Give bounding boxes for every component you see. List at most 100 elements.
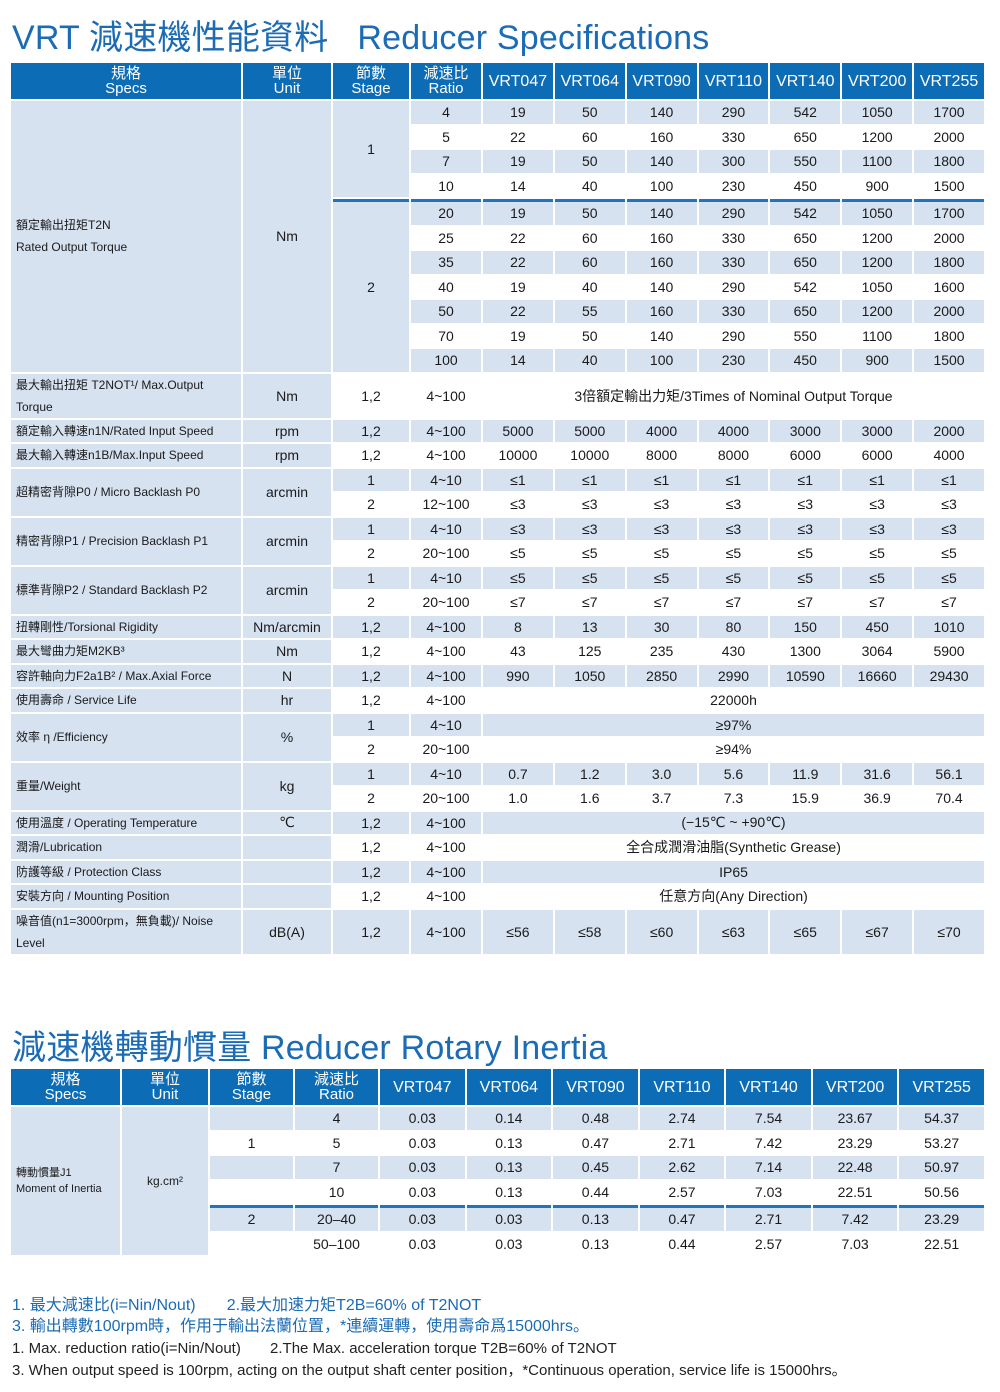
value-cell-vrt090: 0.47 (553, 1131, 638, 1154)
value-cell-vrt140: 6000 (770, 444, 841, 467)
value-cell-vrt140: 10590 (770, 664, 841, 687)
unit-label: rpm (243, 419, 331, 442)
merged-value-cell: IP65 (483, 860, 984, 883)
ratio-cell: 4~100 (411, 444, 481, 467)
value-cell-vrt090: ≤1 (626, 468, 697, 491)
value-cell-vrt047: 19 (483, 324, 553, 347)
value-cell-vrt064: 13 (554, 615, 625, 638)
value-cell-vrt255: 1500 (914, 349, 984, 372)
ratio-cell: 4~100 (411, 419, 481, 442)
value-cell-vrt047: 19 (483, 275, 553, 298)
value-cell-vrt110: 300 (698, 150, 769, 173)
value-cell-vrt200: 22.48 (812, 1156, 898, 1179)
value-cell-vrt200: 1200 (842, 125, 913, 148)
value-cell-vrt200: ≤67 (842, 909, 913, 954)
header-spec-label: Specs (44, 1086, 87, 1103)
ratio-cell: 70 (411, 324, 481, 347)
value-cell-vrt255: ≤3 (914, 493, 984, 516)
unit-label: Nm (243, 640, 331, 663)
header-stage: 節數 Stage (210, 1069, 293, 1105)
inertia-table: 規格 Specs 單位 Unit 節數 Stage 減速比 Ratio VRT047 VRT064… (9, 1067, 986, 1257)
ratio-cell: 40 (411, 275, 481, 298)
value-cell-vrt110: 230 (698, 349, 769, 372)
header-ratio-label: 減速比 (423, 65, 469, 82)
table-row: 潤滑/Lubrication 1,2 4~100 全合成潤滑油脂(Synthetic … (11, 836, 984, 859)
stage-cell: 2 (333, 787, 409, 810)
table-row: 2 20–40 0.03 0.03 0.13 0.47 2.71 7.42 23.29 (11, 1205, 984, 1231)
value-cell-vrt110: ≤7 (698, 591, 769, 614)
value-cell-vrt090: 100 (626, 349, 697, 372)
value-cell-vrt064: ≤3 (554, 517, 625, 540)
value-cell-vrt064: 40 (554, 349, 625, 372)
value-cell-vrt090: ≤5 (626, 566, 697, 589)
value-cell-vrt064: ≤58 (554, 909, 625, 954)
value-cell-vrt110: 80 (698, 615, 769, 638)
header-model-vrt140: VRT140 (726, 1069, 811, 1105)
stage-cell: 1,2 (333, 860, 409, 883)
value-cell-vrt140: 650 (770, 300, 841, 323)
value-cell-vrt255: 70.4 (914, 787, 984, 810)
value-cell-vrt047: 22 (483, 125, 553, 148)
unit-label: kg (243, 762, 331, 810)
value-cell-vrt064: 0.13 (466, 1131, 552, 1154)
value-cell-vrt255: ≤3 (914, 517, 984, 540)
header-unit-label: 單位 (149, 1071, 180, 1088)
value-cell-vrt110: 290 (698, 101, 769, 124)
value-cell-vrt110: ≤3 (698, 517, 769, 540)
unit-label: ℃ (243, 811, 331, 834)
value-cell-vrt064: 40 (554, 275, 625, 298)
table-row: 35 22 60 160 330 650 1200 1800 (11, 251, 984, 274)
value-cell-vrt140: 15.9 (770, 787, 841, 810)
table-row: 標準背隙P2 / Standard Backlash P2 arcmin 1 4~10… (11, 566, 984, 614)
table-row: 50 22 55 160 330 650 1200 2000 (11, 300, 984, 323)
header-model-vrt064: VRT064 (554, 63, 625, 99)
spec-label: 效率 η /Efficiency (11, 713, 241, 761)
note-en-1: 1. Max. reduction ratio(i=Nin/Nout) 2.Th… (12, 1340, 617, 1357)
value-cell-vrt140: ≤65 (770, 909, 841, 954)
value-cell-vrt140: 11.9 (770, 762, 841, 785)
value-cell-vrt140: 7.54 (726, 1107, 811, 1130)
table-row: 使用溫度 / Operating Temperature ℃ 1,2 4~100 (−1… (11, 811, 984, 834)
table-row: 噪音值(n1=3000rpm，無負載)/ Noise Level dB(A) 1,2… (11, 909, 984, 954)
stage-cell (210, 1156, 293, 1179)
value-cell-vrt255: ≤1 (914, 468, 984, 491)
merged-value-cell: 全合成潤滑油脂(Synthetic Grease) (483, 836, 984, 859)
table-row: 100 14 40 100 230 450 900 1500 (11, 349, 984, 372)
value-cell-vrt200: 1200 (842, 226, 913, 249)
ratio-cell: 4 (295, 1107, 378, 1130)
ratio-cell: 4~10 (411, 517, 481, 540)
header-spec-label: 規格 (50, 1071, 81, 1088)
stage-cell: 1 (333, 101, 409, 197)
spec-label: 使用溫度 / Operating Temperature (11, 811, 241, 834)
value-cell-vrt090: ≤3 (626, 493, 697, 516)
merged-value-cell: 任意方向(Any Direction) (483, 885, 984, 908)
value-cell-vrt140: ≤3 (770, 517, 841, 540)
ratio-cell: 10 (295, 1180, 378, 1203)
header-model-vrt090: VRT090 (553, 1069, 638, 1105)
stage-cell: 1 (333, 566, 409, 589)
ratio-cell: 4~10 (411, 468, 481, 491)
value-cell-vrt064: 0.03 (466, 1232, 552, 1255)
value-cell-vrt200: 16660 (842, 664, 913, 687)
value-cell-vrt064: 0.14 (466, 1107, 552, 1130)
ratio-cell: 100 (411, 349, 481, 372)
unit-label: Nm/arcmin (243, 615, 331, 638)
header-ratio-label: Ratio (318, 1086, 355, 1103)
value-cell-vrt140: 542 (770, 199, 841, 225)
value-cell-vrt140: 1300 (770, 640, 841, 663)
stage-cell: 2 (333, 542, 409, 565)
value-cell-vrt200: ≤3 (842, 493, 913, 516)
value-cell-vrt255: 1700 (914, 101, 984, 124)
value-cell-vrt110: 4000 (698, 419, 769, 442)
value-cell-vrt090: 3.7 (626, 787, 697, 810)
table-row: 7 19 50 140 300 550 1100 1800 (11, 150, 984, 173)
value-cell-vrt064: 10000 (554, 444, 625, 467)
value-cell-vrt064: ≤5 (554, 566, 625, 589)
header-model-vrt200: VRT200 (842, 63, 913, 99)
value-cell-vrt090: 0.13 (553, 1232, 638, 1255)
value-cell-vrt090: 0.13 (553, 1205, 638, 1231)
inertia-table-title: 減速機轉動慣量 Reducer Rotary Inertia (12, 1029, 608, 1067)
value-cell-vrt200: 1050 (842, 199, 913, 225)
value-cell-vrt200: 1050 (842, 275, 913, 298)
header-model-vrt255: VRT255 (914, 63, 984, 99)
